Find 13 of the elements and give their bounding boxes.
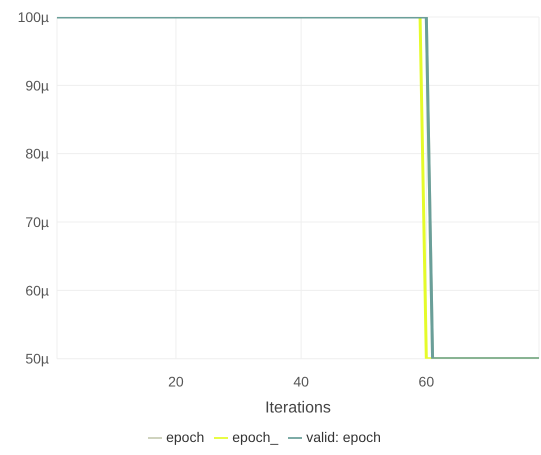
y-tick-label: 70µ: [25, 214, 49, 230]
y-tick-label: 50µ: [25, 350, 49, 367]
legend-label: valid: epoch: [306, 428, 381, 445]
y-tick-label: 100µ: [18, 8, 49, 25]
x-tick-label: 20: [168, 374, 184, 390]
x-axis-title: Iterations: [265, 400, 331, 417]
legend-label: epoch: [166, 428, 204, 445]
y-tick-label: 60µ: [25, 282, 49, 298]
legend-label: epoch_: [232, 428, 278, 445]
y-tick-label: 80µ: [25, 146, 49, 162]
x-tick-label: 40: [293, 374, 310, 390]
x-tick-label: 60: [418, 374, 434, 390]
y-tick-label: 90µ: [25, 77, 49, 94]
